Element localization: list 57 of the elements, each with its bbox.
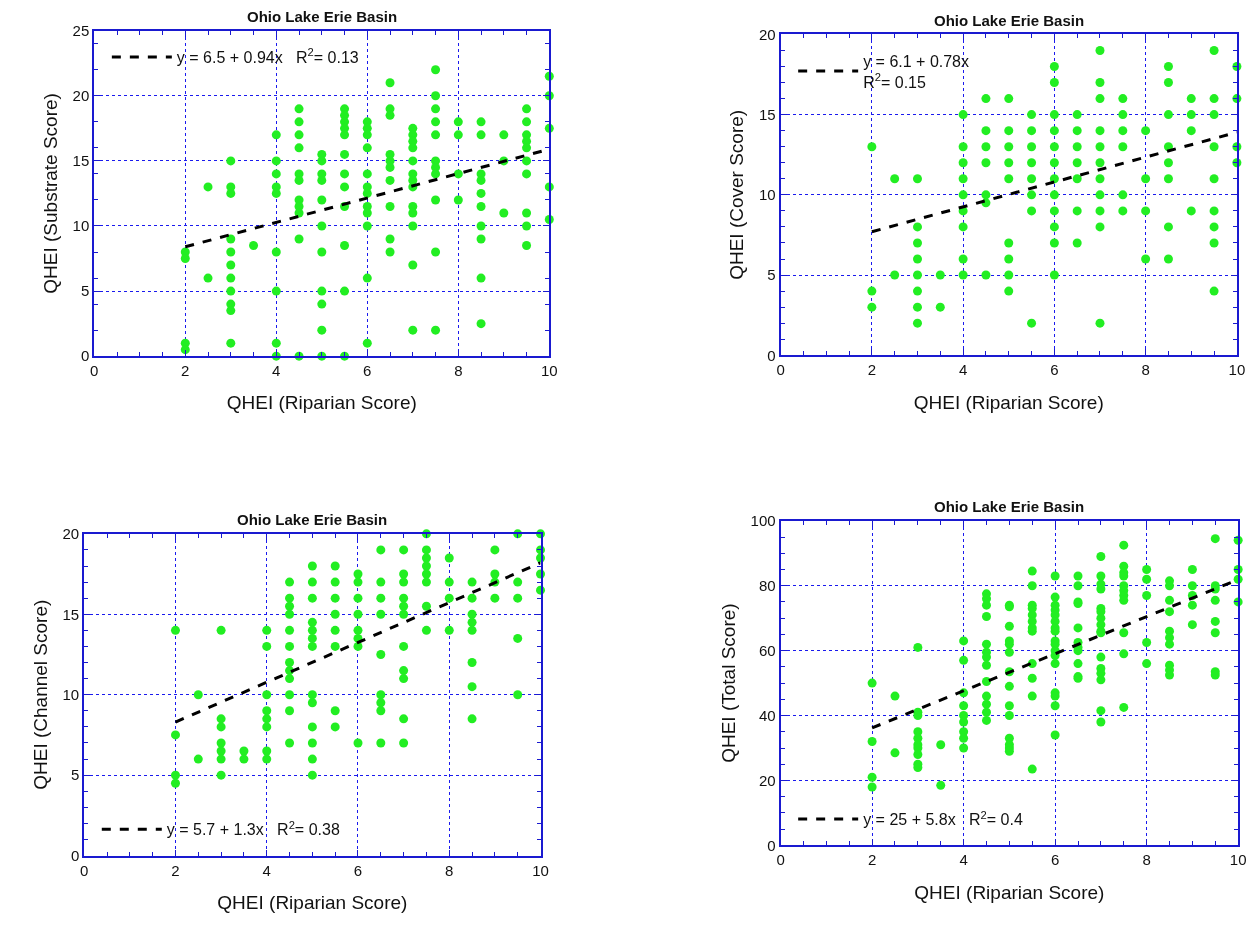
y-axis-title: QHEI (Total Score) — [717, 603, 739, 763]
y-axis-title: QHEI (Cover Score) — [726, 109, 748, 280]
y-tick-label: 25 — [72, 21, 90, 39]
x-tick-label: 4 — [958, 361, 968, 379]
legend-label: y = 25 + 5.8x R$^{2}$= 0.4 — [863, 808, 1023, 829]
legend-label: y = 6.5 + 0.94x R$^{2}$= 0.13 — [176, 46, 359, 67]
y-tick-label: 60 — [758, 641, 776, 659]
x-axis-title: QHEI (Riparian Score) — [914, 881, 1105, 903]
y-tick-label: 40 — [758, 706, 776, 724]
y-tick-label: 5 — [70, 766, 80, 784]
y-tick-label: 10 — [72, 217, 90, 235]
chart-title: Ohio Lake Erie Basin — [934, 498, 1085, 515]
x-tick-label: 8 — [454, 362, 463, 380]
y-tick-label: 20 — [758, 25, 776, 43]
chart-title: Ohio Lake Erie Basin — [247, 8, 398, 25]
y-tick-label: 15 — [758, 105, 776, 123]
x-tick-label: 10 — [1228, 361, 1246, 379]
x-tick-label: 8 — [445, 861, 454, 879]
x-tick-label: 4 — [272, 362, 281, 380]
x-tick-label: 10 — [1229, 851, 1247, 869]
y-tick-label: 15 — [72, 152, 90, 170]
y-tick-label: 80 — [758, 576, 776, 594]
legend-label: y = 5.7 + 1.3x R$^{2}$= 0.38 — [166, 818, 340, 839]
chart-title: Ohio Lake Erie Basin — [237, 511, 388, 528]
x-tick-label: 8 — [1142, 851, 1151, 869]
x-tick-label: 2 — [171, 861, 180, 879]
y-tick-label: 10 — [62, 685, 80, 703]
x-axis-title: QHEI (Riparian Score) — [217, 891, 408, 913]
y-tick-label: 5 — [80, 282, 90, 300]
chart-title: Ohio Lake Erie Basin — [934, 12, 1085, 29]
x-tick-label: 6 — [1050, 851, 1060, 869]
x-axis-title: QHEI (Riparian Score) — [226, 392, 417, 414]
y-axis-title: QHEI (Channel Score) — [29, 599, 51, 790]
x-axis-title: QHEI (Riparian Score) — [913, 391, 1104, 413]
x-tick-label: 6 — [363, 362, 372, 380]
x-tick-label: 2 — [181, 362, 190, 380]
x-tick-label: 6 — [1050, 361, 1059, 379]
x-tick-label: 10 — [540, 362, 558, 380]
y-tick-label: 0 — [767, 836, 776, 854]
legend-label: y = 6.1 + 0.78x R$^{2}$= 0.15 — [863, 52, 970, 91]
y-tick-label: 5 — [767, 266, 776, 284]
y-axis-title: QHEI (Substrate Score) — [39, 93, 61, 294]
x-tick-label: 10 — [532, 861, 549, 879]
y-tick-label: 0 — [767, 346, 776, 364]
x-tick-label: 2 — [867, 361, 877, 379]
y-tick-label: 100 — [750, 512, 776, 530]
y-tick-label: 20 — [72, 87, 90, 105]
y-tick-label: 20 — [62, 525, 80, 543]
x-tick-label: 4 — [262, 861, 271, 879]
y-tick-label: 20 — [758, 771, 776, 789]
y-tick-label: 15 — [62, 605, 80, 623]
x-tick-label: 8 — [1141, 361, 1150, 379]
y-tick-label: 10 — [758, 186, 776, 204]
y-tick-label: 0 — [80, 347, 90, 365]
x-tick-label: 4 — [959, 851, 968, 869]
x-tick-label: 2 — [867, 851, 877, 869]
x-tick-label: 6 — [353, 861, 363, 879]
